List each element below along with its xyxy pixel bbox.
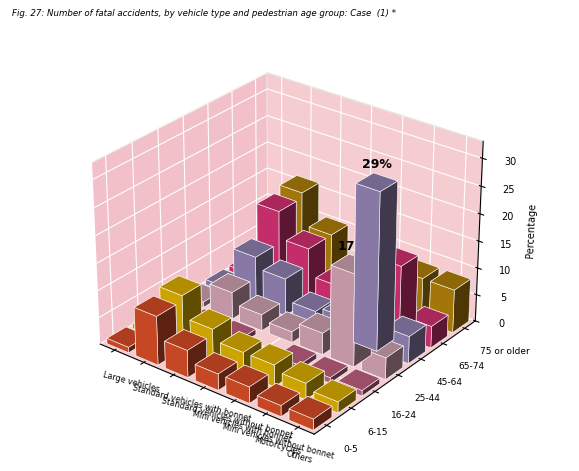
Text: Fig. 27: Number of fatal accidents, by vehicle type and pedestrian age group: Ca: Fig. 27: Number of fatal accidents, by v… [12, 9, 395, 18]
